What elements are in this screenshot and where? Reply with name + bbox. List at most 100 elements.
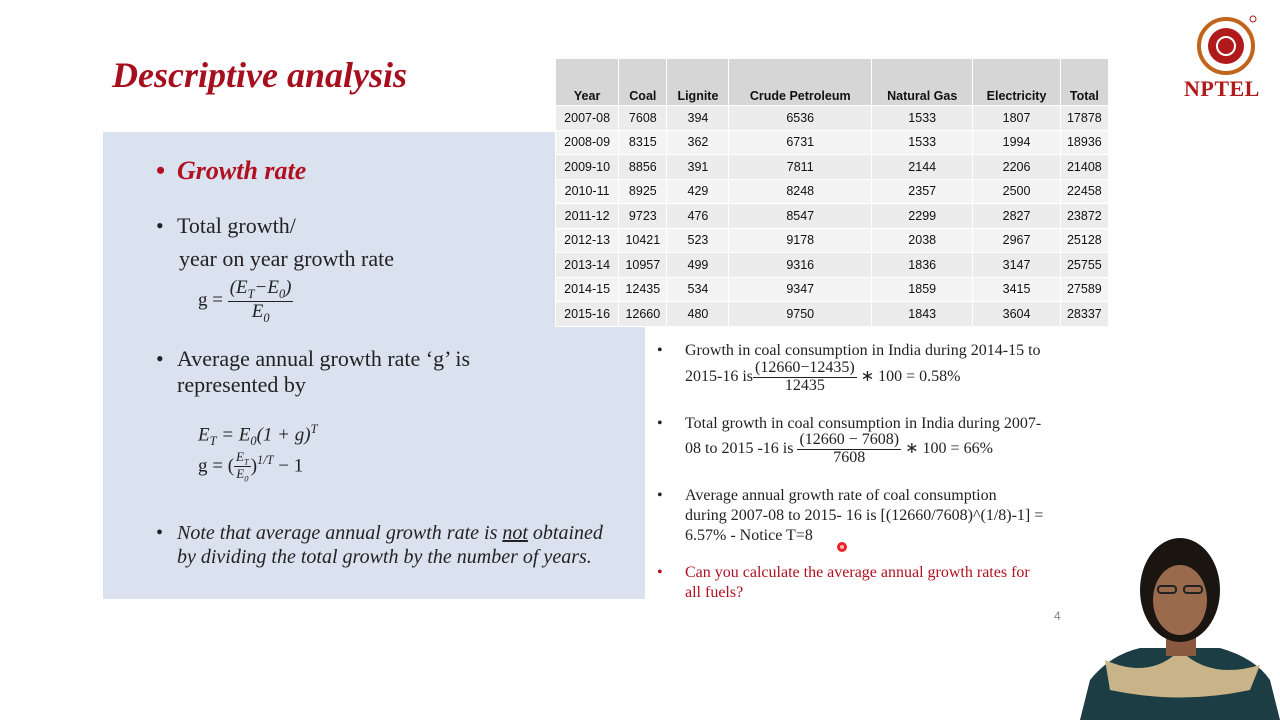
table-cell: 22458 (1059, 178, 1110, 204)
bullet: • (156, 346, 164, 371)
bullet-4: • Can you calculate the average annual gr… (657, 563, 1030, 603)
table-row: 2012-13 10421 523 9178 2038 2967 25128 (554, 227, 1110, 253)
column-header: Coal (618, 58, 668, 106)
table-cell: 1994 (972, 129, 1061, 155)
text-line: by dividing the total growth by the numb… (177, 546, 592, 568)
table-cell: 394 (666, 105, 730, 131)
t: − 1 (273, 455, 304, 477)
table-cell: 8925 (618, 178, 668, 204)
table-cell: 3604 (972, 301, 1061, 327)
bullet-note: • Note that average annual growth rate is… (156, 522, 603, 545)
denominator: 12435 (784, 376, 825, 394)
table-cell: 2144 (871, 154, 974, 180)
table-cell: 2967 (972, 227, 1061, 253)
table-cell: 1859 (871, 276, 974, 302)
presenter-video (1080, 538, 1280, 720)
t: T (310, 422, 318, 436)
table-cell: 1533 (871, 105, 974, 131)
table-row: 2007-08 7608 394 6536 1533 1807 17878 (554, 105, 1110, 131)
bullet-average: • Average annual growth rate ‘g’ is (156, 346, 471, 372)
t: ) (285, 277, 292, 298)
table-row: 2010-11 8925 429 8248 2357 2500 22458 (554, 178, 1110, 204)
t: T (247, 286, 255, 301)
table-row: 2013-14 10957 499 9316 1836 3147 25755 (554, 252, 1110, 278)
header-row: Year Coal Lignite Crude Petroleum Natural Ga… (554, 58, 1110, 106)
t: 0 (250, 434, 257, 449)
t: Total growth in coal consumption in Indi… (685, 415, 1042, 432)
table-cell: 10957 (618, 252, 668, 278)
bullet-total-growth: • Total growth/ (156, 213, 296, 239)
table-row: 2015-16 12660 480 9750 1843 3604 28337 (554, 301, 1110, 327)
t: T (244, 456, 249, 467)
bullet-3: • Average annual growth rate of coal cons… (657, 486, 1043, 546)
t: 6.57% - Notice T=8 (685, 527, 813, 544)
table-cell: 9316 (728, 252, 873, 278)
t: Can you calculate the average annual gro… (685, 564, 1030, 581)
logo-text: NPTEL (1184, 76, 1260, 101)
bullet-2-formula: 08 to 2015 -16 is (12660 − 7608) 7608 ∗ 1… (685, 431, 993, 467)
t: Note that average annual growth rate is (177, 522, 503, 544)
table-cell: 25755 (1059, 252, 1110, 278)
bullet: • (657, 487, 663, 504)
bullet: • (657, 415, 663, 432)
table-cell: 9347 (728, 276, 873, 302)
t: Average annual growth rate of coal consu… (685, 487, 997, 504)
table-cell: 476 (666, 203, 730, 229)
bullet: • (156, 213, 164, 238)
denominator: E0 (251, 300, 270, 325)
t: (1 + g) (256, 424, 311, 446)
t: Growth in coal consumption in India duri… (685, 342, 1041, 359)
t: ∗ 100 = 0.58% (860, 367, 961, 385)
table-row: 2009-10 8856 391 7811 2144 2206 21408 (554, 154, 1110, 180)
t: E (198, 424, 210, 446)
table-cell: 2012-13 (554, 227, 620, 253)
table-row: 2014-15 12435 534 9347 1859 3415 27589 (554, 276, 1110, 302)
table-cell: 10421 (618, 227, 668, 253)
table-cell: 2206 (972, 154, 1061, 180)
table-cell: 1843 (871, 301, 974, 327)
table-cell: 2009-10 (554, 154, 620, 180)
bullet-1: • Growth in coal consumption in India dur… (657, 341, 1041, 361)
column-header: Total (1059, 58, 1110, 106)
t: 08 to 2015 -16 is (685, 439, 794, 457)
t: 0 (278, 286, 286, 301)
table-cell: 9723 (618, 203, 668, 229)
fraction: (12660−12435) 12435 (753, 359, 857, 395)
table-cell: 2038 (871, 227, 974, 253)
table-cell: 25128 (1059, 227, 1110, 253)
bullet: • (156, 522, 164, 544)
table-cell: 17878 (1059, 105, 1110, 131)
t: E (251, 300, 264, 322)
table-cell: 2357 (871, 178, 974, 204)
table-cell: 2013-14 (554, 252, 620, 278)
fraction: (ET−E0) E0 (227, 277, 294, 325)
table-cell: 499 (666, 252, 730, 278)
t: 0 (244, 474, 249, 485)
logo-emblem (1197, 15, 1257, 75)
t: T (209, 434, 217, 449)
table-cell: 429 (666, 178, 730, 204)
table-row: 2008-09 8315 362 6731 1533 1994 18936 (554, 129, 1110, 155)
table-cell: 7608 (618, 105, 668, 131)
formula-2: g = (ET E0)1/T − 1 (198, 450, 303, 484)
table-cell: 9750 (728, 301, 873, 327)
numerator: (12660−12435) (753, 359, 857, 378)
heading: Growth rate (177, 156, 307, 185)
table-cell: 523 (666, 227, 730, 253)
table-cell: 2014-15 (554, 276, 620, 302)
table-cell: 480 (666, 301, 730, 327)
fraction: (12660 − 7608) 7608 (797, 431, 902, 467)
t: 1/T (257, 453, 274, 467)
t: g = ( (198, 455, 235, 477)
t: ∗ 100 = 66% (905, 439, 993, 457)
table-cell: 2010-11 (554, 178, 620, 204)
t: not (502, 522, 528, 544)
table-cell: 534 (666, 276, 730, 302)
numerator: ET (234, 450, 251, 468)
bullet-2: • Total growth in coal consumption in Ind… (657, 414, 1042, 434)
text: Average annual growth rate ‘g’ is (177, 346, 471, 371)
table-cell: 27589 (1059, 276, 1110, 302)
table-cell: 8315 (618, 129, 668, 155)
table-cell: 362 (666, 129, 730, 155)
bullet: • (657, 342, 663, 359)
